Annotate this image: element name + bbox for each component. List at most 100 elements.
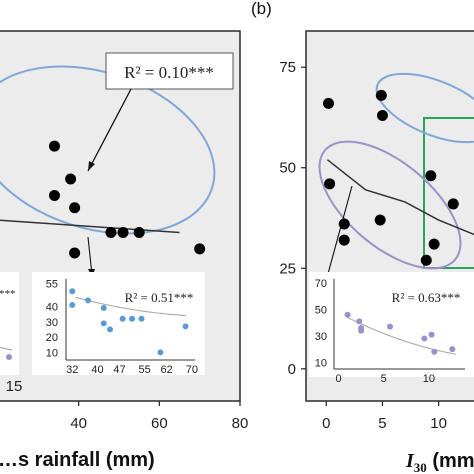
panel-a-x-tick-label: 60: [151, 415, 168, 432]
panel-b-inset-y-tick-label: 10: [315, 357, 327, 369]
panel-b-inset-data-point: [421, 335, 428, 342]
panel-b-highlight-rectangle: [423, 117, 474, 269]
panel-b-inset: 10 30 50 70 0 5 10 R² = 0.63***: [309, 272, 474, 385]
panel-b-data-point: [324, 178, 336, 190]
panel-a-inset-fit-line: [75, 296, 186, 317]
panel-a-inset-y-ticks: 10 20 30 40 55: [46, 279, 58, 360]
panel-b-inset-x-tick-label: 5: [381, 373, 387, 385]
panel-a-data-point: [69, 202, 81, 214]
panel-a-x-tick-label: 40: [70, 415, 87, 432]
panel-a-partial-inset-r2: ***: [0, 288, 16, 300]
panel-b-x-tick-label: 10: [430, 415, 447, 432]
panel-a-inset-r2-label: R² = 0.51***: [125, 290, 194, 305]
panel-a-inset-data-point: [182, 323, 189, 330]
panel-b-inset-data-point: [428, 331, 435, 338]
panel-a-inset-y-tick-label: 20: [46, 332, 58, 344]
panel-b-inset-data-point: [356, 318, 363, 325]
panel-a-inset-data-point: [119, 315, 126, 322]
panel-a-x-ticks: 40 60 80: [70, 401, 248, 432]
panel-a-inset-x-ticks: 32 40 47 55 62 70: [66, 364, 198, 376]
panel-a-inset-x-tick-label: 32: [66, 364, 78, 376]
panel-a-inset-x-tick-label: 62: [161, 364, 173, 376]
panel-b-regression-line: [326, 159, 474, 236]
panel-b-inset-x-tick-label: 0: [335, 373, 341, 385]
panel-b-inset-y-tick-label: 30: [315, 331, 327, 343]
panel-a-inset-pointer: [87, 236, 93, 276]
panel-a-inset-y-tick-label: 10: [46, 347, 58, 359]
panel-b-inset-y-tick-label: 50: [315, 304, 327, 316]
panel-a-data-point: [69, 247, 81, 259]
panel-a-data-point: [65, 173, 77, 185]
panel-a-inset-y-tick-label: 40: [46, 302, 58, 314]
panel-b-y-tick-label: 75: [279, 59, 296, 76]
panel-b-x-axis-title-subscript: 30: [414, 460, 427, 474]
panel-b-inset-regression-curve: [347, 316, 457, 355]
panel-b-fit-line: [326, 159, 474, 236]
panel-a-inset-data-point: [69, 301, 76, 308]
panel-b-data-point: [447, 198, 459, 210]
panel-b-ellipses: [318, 72, 474, 270]
panel-a-inset-data-point: [129, 315, 136, 322]
panel-a-inset-x-tick-label: 55: [139, 364, 151, 376]
panel-a-inset-y-tick-label: 30: [46, 317, 58, 329]
panel-a-inset-x-tick-label: 70: [186, 364, 198, 376]
panel-b-data-point: [375, 89, 387, 101]
panel-b-data-point: [428, 238, 440, 250]
panel-a-inset-data-point: [100, 320, 107, 327]
panel-a-inset-regression-curve: [75, 296, 186, 317]
panel-b-data-point: [420, 254, 432, 266]
panel-b-x-axis-title-symbol: I: [405, 450, 415, 472]
panel-b-x-tick-label: 5: [378, 415, 386, 432]
panel-b-x-axis-title: I30 (mm: [405, 450, 474, 474]
panel-b-inset-r2-label: R² = 0.63***: [392, 290, 461, 305]
panel-b-label: (b): [251, 0, 272, 18]
panel-a-inset-background: [32, 272, 205, 375]
panel-a-regression-line: [0, 219, 180, 234]
panel-a-data-point: [105, 226, 117, 238]
panel-b-inset-y-ticks: 10 30 50 70: [315, 278, 327, 369]
panel-a-inset-data-point: [100, 305, 107, 312]
panel-a-inset-data-point: [69, 288, 76, 295]
panel-a-data-point: [117, 226, 129, 238]
panel-b-inset-data-point: [387, 323, 394, 330]
panel-a-inset-data-point: [157, 349, 164, 356]
panel-a-partial-inset: [0, 272, 19, 375]
panel-b-x-ticks: 0 5 10: [322, 401, 447, 432]
panel-b-data-point: [338, 234, 350, 246]
panel-b-inset-fit-line: [347, 316, 457, 355]
panel-a-partial-inset-xtick: 15: [6, 378, 23, 395]
panel-a-fit-line: [0, 219, 180, 234]
panel-b-data-point: [376, 109, 388, 121]
panel-b-inset-data-point: [344, 311, 351, 318]
panel-a-inset-x-tick-label: 40: [91, 364, 103, 376]
panel-b-inset-data-point: [358, 327, 365, 334]
panel-a-data-point: [194, 243, 206, 255]
panel-a-inset: 10 20 30 40 55 32 40 47 55 62 70 R² = 0.51***: [32, 272, 205, 376]
panel-a-x-tick-label: 80: [232, 415, 249, 432]
panel-a-partial-inset-point: [6, 354, 12, 360]
panel-b-data-point: [322, 97, 334, 109]
panel-a-inset-x-tick-label: 47: [113, 364, 125, 376]
panel-b-x-tick-label: 0: [322, 415, 330, 432]
panel-b-y-tick-label: 25: [279, 260, 296, 277]
panel-b-inset-pointer: [325, 185, 353, 282]
panel-b-upper-ellipse: [375, 72, 474, 144]
panel-b-data-point: [374, 214, 386, 226]
panel-b-inset-data-point: [449, 346, 456, 353]
panel-a-inset-data-point: [107, 326, 114, 333]
panel-a-inset-y-tick-label: 55: [46, 279, 58, 291]
panel-b-inset-y-tick-label: 70: [315, 278, 327, 290]
panel-a-inset-points: [69, 288, 189, 356]
panel-a-inset-data-point: [85, 297, 92, 304]
panel-b-data-point: [425, 170, 437, 182]
panel-a-r2-box: [105, 52, 234, 90]
panel-a-data-point: [133, 226, 145, 238]
panel-b-data-point: [338, 218, 350, 230]
panel-a-x-axis-title: …s rainfall (mm): [0, 449, 155, 471]
panel-a-data-point: [48, 140, 60, 152]
panel-a-r2-arrowhead: [88, 161, 95, 171]
panel-b-inset-x-tick-label: 10: [423, 373, 435, 385]
panel-b-y-tick-label: 0: [288, 361, 296, 378]
